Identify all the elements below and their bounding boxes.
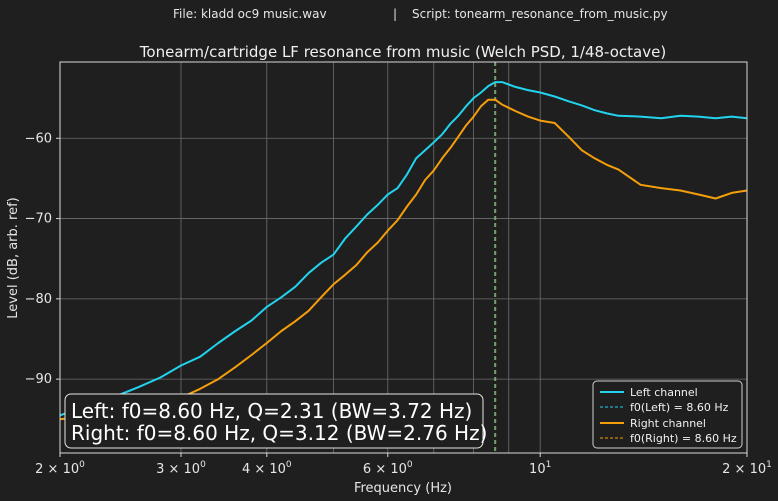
file-label: File: kladd oc9 music.wav xyxy=(173,7,327,21)
x-tick-label: 101 xyxy=(529,460,551,477)
x-tick-label: 2 × 101 xyxy=(722,460,772,477)
annotation-left: Left: f0=8.60 Hz, Q=2.31 (BW=3.72 Hz) xyxy=(71,399,472,423)
script-label: Script: tonearm_resonance_from_music.py xyxy=(412,7,668,21)
x-axis-label: Frequency (Hz) xyxy=(354,481,452,496)
legend-label-right: Right channel xyxy=(630,417,706,430)
legend-label-f0-right: f0(Right) = 8.60 Hz xyxy=(630,432,737,445)
series-line-left xyxy=(59,81,748,417)
fit-annotation: Left: f0=8.60 Hz, Q=2.31 (BW=3.72 Hz) Ri… xyxy=(64,393,487,449)
header-separator: | xyxy=(393,7,397,21)
plot-frame xyxy=(59,61,748,454)
y-axis-ticks: −90 −80 −70 −60 xyxy=(25,131,60,387)
series-line-right xyxy=(59,98,748,421)
legend-label-left: Left channel xyxy=(630,386,698,399)
y-axis-label: Level (dB, arb. ref) xyxy=(6,197,21,319)
x-tick-label: 3 × 100 xyxy=(156,460,206,477)
grid xyxy=(59,62,748,453)
x-axis-ticks: 2 × 100 3 × 100 4 × 100 6 × 100 101 2 × 101 xyxy=(35,453,772,477)
x-tick-label: 4 × 100 xyxy=(242,460,292,477)
x-tick-label: 2 × 100 xyxy=(35,460,85,477)
legend: Left channel f0(Left) = 8.60 Hz Right ch… xyxy=(592,380,743,449)
y-tick-label: −60 xyxy=(25,131,52,146)
y-tick-label: −90 xyxy=(25,372,52,387)
legend-box xyxy=(592,380,743,449)
series-lines xyxy=(59,81,748,421)
legend-label-f0-left: f0(Left) = 8.60 Hz xyxy=(630,401,729,414)
annotation-box xyxy=(64,393,484,449)
y-tick-label: −80 xyxy=(25,292,52,307)
x-tick-label: 6 × 100 xyxy=(363,460,413,477)
resonance-markers xyxy=(494,62,497,453)
y-tick-label: −70 xyxy=(25,212,52,227)
chart-title: Tonearm/cartridge LF resonance from musi… xyxy=(139,43,666,61)
annotation-right: Right: f0=8.60 Hz, Q=3.12 (BW=2.76 Hz) xyxy=(71,421,487,445)
